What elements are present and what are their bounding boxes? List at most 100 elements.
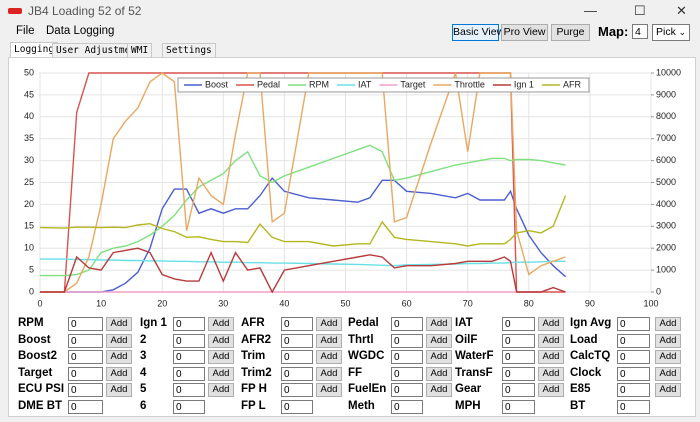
field-input[interactable]: 0: [391, 350, 423, 364]
series-line: [40, 176, 566, 293]
field-input[interactable]: 0: [617, 317, 650, 331]
field-label: AFR2: [241, 333, 272, 346]
field-input[interactable]: 0: [617, 366, 650, 381]
add-button[interactable]: Add: [655, 317, 681, 331]
field-input[interactable]: 0: [391, 333, 423, 348]
x-tick-label: 30: [218, 298, 228, 308]
y2-tick-label: 6000: [656, 155, 676, 165]
toolbar-button[interactable]: Purge: [551, 24, 590, 41]
field-input[interactable]: 0: [68, 317, 103, 331]
field-input[interactable]: 0: [281, 350, 313, 364]
add-button[interactable]: Add: [316, 317, 342, 331]
add-button[interactable]: Add: [208, 383, 234, 397]
field-input[interactable]: 0: [617, 350, 650, 364]
field-input[interactable]: 0: [281, 399, 313, 414]
field-input[interactable]: 0: [281, 366, 313, 381]
field-input[interactable]: 0: [502, 317, 535, 331]
y-tick-label: 15: [24, 221, 34, 231]
field-input[interactable]: 0: [281, 333, 313, 348]
field-input[interactable]: 0: [281, 317, 313, 331]
field-input[interactable]: 0: [617, 333, 650, 348]
add-button[interactable]: Add: [426, 350, 452, 364]
menu-item[interactable]: File: [16, 25, 35, 37]
series-line: [40, 72, 566, 293]
field-label: MPH: [455, 399, 481, 412]
add-button[interactable]: Add: [106, 333, 132, 348]
field-input[interactable]: 0: [173, 366, 205, 381]
add-button[interactable]: Add: [538, 333, 564, 348]
add-button[interactable]: Add: [208, 366, 234, 381]
field-label: Gear: [455, 383, 482, 395]
field-input[interactable]: 0: [391, 399, 423, 414]
add-button[interactable]: Add: [316, 366, 342, 381]
field-label: 2: [140, 333, 147, 346]
field-input[interactable]: 0: [173, 399, 205, 414]
add-button[interactable]: Add: [316, 350, 342, 364]
field-input[interactable]: 0: [173, 317, 205, 331]
add-button[interactable]: Add: [426, 317, 452, 331]
y2-tick-label: 8000: [656, 111, 676, 121]
add-button[interactable]: Add: [426, 383, 452, 397]
field-input[interactable]: 0: [391, 366, 423, 381]
field-input[interactable]: 0: [173, 333, 205, 348]
add-button[interactable]: Add: [208, 333, 234, 348]
tab[interactable]: WMI: [127, 43, 153, 57]
tab[interactable]: Settings: [162, 43, 216, 57]
add-button[interactable]: Add: [316, 383, 342, 397]
add-button[interactable]: Add: [106, 350, 132, 364]
add-button[interactable]: Add: [538, 366, 564, 381]
add-button[interactable]: Add: [655, 383, 681, 397]
legend-label: Throttle: [454, 79, 485, 89]
add-button[interactable]: Add: [426, 366, 452, 381]
field-input[interactable]: 0: [68, 350, 103, 364]
toolbar-button[interactable]: Pro View: [501, 24, 548, 41]
map-input[interactable]: 4: [632, 24, 648, 39]
field-input[interactable]: 0: [173, 383, 205, 397]
x-tick-label: 10: [96, 298, 106, 308]
add-button[interactable]: Add: [655, 350, 681, 364]
field-label: Pedal: [348, 317, 379, 329]
field-input[interactable]: 0: [502, 366, 535, 381]
add-button[interactable]: Add: [208, 350, 234, 364]
field-input[interactable]: 0: [173, 350, 205, 364]
field-label: TransF: [455, 366, 493, 379]
add-button[interactable]: Add: [655, 333, 681, 348]
x-tick-label: 0: [37, 298, 42, 308]
add-button[interactable]: Add: [538, 350, 564, 364]
add-button[interactable]: Add: [655, 366, 681, 381]
field-input[interactable]: 0: [617, 383, 650, 397]
maximize-button[interactable]: ☐: [634, 3, 646, 18]
toolbar-button[interactable]: Basic View: [452, 24, 504, 41]
y2-tick-label: 5000: [656, 177, 676, 187]
menu-item[interactable]: Data Logging: [46, 25, 115, 37]
field-input[interactable]: 0: [68, 366, 103, 381]
add-button[interactable]: Add: [538, 317, 564, 331]
field-input[interactable]: 0: [68, 383, 103, 397]
add-button[interactable]: Add: [538, 383, 564, 397]
add-button[interactable]: Add: [208, 317, 234, 331]
field-input[interactable]: 0: [502, 333, 535, 348]
field-label: 6: [140, 399, 147, 412]
close-button[interactable]: ✕: [676, 3, 687, 18]
pick-select[interactable]: Pick ⌄: [652, 24, 690, 41]
field-input[interactable]: 0: [391, 383, 423, 397]
add-button[interactable]: Add: [106, 383, 132, 397]
minimize-button[interactable]: —: [584, 3, 597, 18]
field-input[interactable]: 0: [502, 350, 535, 364]
field-input[interactable]: 0: [502, 399, 535, 414]
y2-tick-label: 2000: [656, 243, 676, 253]
app-logo: [8, 8, 22, 14]
field-label: WaterF: [455, 350, 494, 362]
add-button[interactable]: Add: [106, 366, 132, 381]
field-input[interactable]: 0: [617, 399, 650, 414]
field-input[interactable]: 0: [391, 317, 423, 331]
field-input[interactable]: 0: [502, 383, 535, 397]
add-button[interactable]: Add: [316, 333, 342, 348]
field-input[interactable]: 0: [68, 333, 103, 348]
field-input[interactable]: 0: [281, 383, 313, 397]
legend-label: Pedal: [257, 79, 280, 89]
add-button[interactable]: Add: [106, 317, 132, 331]
add-button[interactable]: Add: [426, 333, 452, 348]
series-line: [40, 144, 566, 277]
field-input[interactable]: 0: [68, 399, 103, 414]
